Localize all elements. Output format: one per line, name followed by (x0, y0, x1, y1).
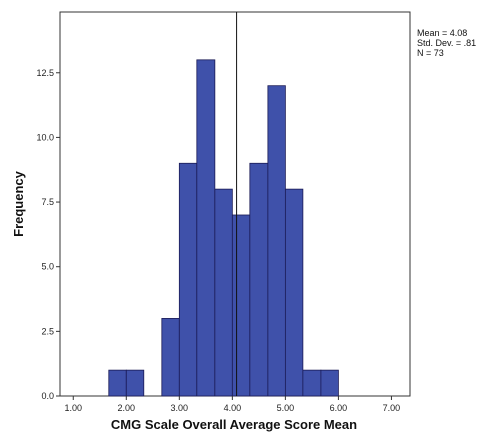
histogram-bar-4 (196, 59, 216, 397)
stats-box: Mean = 4.08 Std. Dev. = .81 N = 73 (417, 28, 476, 58)
histogram-bar-2 (161, 318, 180, 397)
histogram-bar-1 (125, 369, 145, 397)
histogram-bar-7 (249, 162, 269, 397)
y-tick-label: 7.5 (41, 197, 54, 207)
histogram-bar-8 (267, 85, 286, 397)
histogram-bar-6 (231, 214, 251, 397)
x-tick-label: 6.00 (330, 403, 348, 413)
x-axis-title: CMG Scale Overall Average Score Mean (111, 417, 357, 432)
y-tick-label: 0.0 (41, 391, 54, 401)
histogram-bar-10 (302, 369, 322, 397)
histogram-bar-9 (284, 188, 304, 397)
y-tick-label: 12.5 (36, 68, 54, 78)
histogram-bar-0 (108, 369, 127, 397)
y-tick-label: 5.0 (41, 262, 54, 272)
histogram-bar-11 (320, 369, 339, 397)
x-tick-label: 3.00 (171, 403, 189, 413)
x-tick-label: 4.00 (224, 403, 242, 413)
x-tick-label: 7.00 (383, 403, 401, 413)
x-tick-label: 2.00 (118, 403, 136, 413)
y-axis-title: Frequency (11, 170, 26, 237)
x-axis-ticks: 1.00 2.00 3.00 4.00 5.00 6.00 7.00 (64, 396, 400, 413)
stats-n: N = 73 (417, 48, 444, 58)
y-tick-label: 10.0 (36, 132, 54, 142)
stats-std-dev: Std. Dev. = .81 (417, 38, 476, 48)
stats-mean: Mean = 4.08 (417, 28, 467, 38)
histogram-bar-5 (214, 188, 233, 397)
histogram-bar-3 (178, 162, 198, 397)
x-tick-label: 1.00 (64, 403, 82, 413)
y-axis-ticks: 0.0 2.5 5.0 7.5 10.0 12.5 (36, 68, 60, 401)
y-tick-label: 2.5 (41, 326, 54, 336)
x-tick-label: 5.00 (277, 403, 295, 413)
